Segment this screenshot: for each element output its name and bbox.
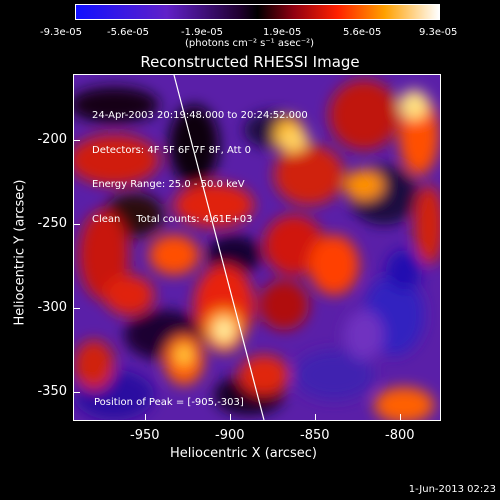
y-tick-label: -350 xyxy=(37,384,67,399)
colorbar-tick-label: 1.9e-05 xyxy=(263,27,302,38)
x-tickmark xyxy=(400,414,401,420)
x-tickmark xyxy=(145,414,146,420)
map-canvas xyxy=(74,75,440,420)
x-tick-label: -900 xyxy=(215,428,245,443)
x-tick-label: -800 xyxy=(385,428,415,443)
info-line: Energy Range: 25.0 - 50.0 keV xyxy=(92,179,245,190)
peak-position-label: Position of Peak = [-905,-303] xyxy=(94,397,244,408)
info-line: Clean Total counts: 4.61E+03 xyxy=(92,213,253,225)
colorbar-tick-label: -9.3e-05 xyxy=(40,27,82,38)
info-line: 24-Apr-2003 20:19:48.000 to 20:24:52.000 xyxy=(92,110,308,121)
y-tickmark xyxy=(74,392,80,393)
x-tickmark xyxy=(315,414,316,420)
colorbar-tick-label: 5.6e-05 xyxy=(343,27,382,38)
x-tickmark xyxy=(230,414,231,420)
y-tick-label: -250 xyxy=(37,216,67,231)
x-tick-label: -850 xyxy=(300,428,330,443)
x-tick-label: -950 xyxy=(130,428,160,443)
y-tick-label: -200 xyxy=(37,132,67,147)
x-axis-label: Heliocentric X (arcsec) xyxy=(170,446,317,461)
y-tick-label: -300 xyxy=(37,300,67,315)
y-axis-label: Heliocentric Y (arcsec) xyxy=(12,179,28,326)
colorbar-tick-label: -5.6e-05 xyxy=(107,27,149,38)
rhessi-image-map: 24-Apr-2003 20:19:48.000 to 20:24:52.000… xyxy=(73,74,441,421)
colorbar-tick-label: 9.3e-05 xyxy=(419,27,458,38)
plot-title: Reconstructed RHESSI Image xyxy=(140,53,360,71)
info-line: Detectors: 4F 5F 6F 7F 8F, Att 0 xyxy=(92,144,252,156)
colorbar-units-label: (photons cm⁻² s⁻¹ asec⁻²) xyxy=(185,38,315,49)
footer-date: 1-Jun-2013 02:23 xyxy=(408,484,496,495)
colorbar xyxy=(75,4,440,20)
solar-limb-line xyxy=(173,75,265,420)
y-tickmark xyxy=(74,140,80,141)
colorbar-tick-label: -1.9e-05 xyxy=(181,27,223,38)
y-tickmark xyxy=(74,308,80,309)
y-tickmark xyxy=(74,224,80,225)
observation-info: 24-Apr-2003 20:19:48.000 to 20:24:52.000… xyxy=(92,87,308,248)
